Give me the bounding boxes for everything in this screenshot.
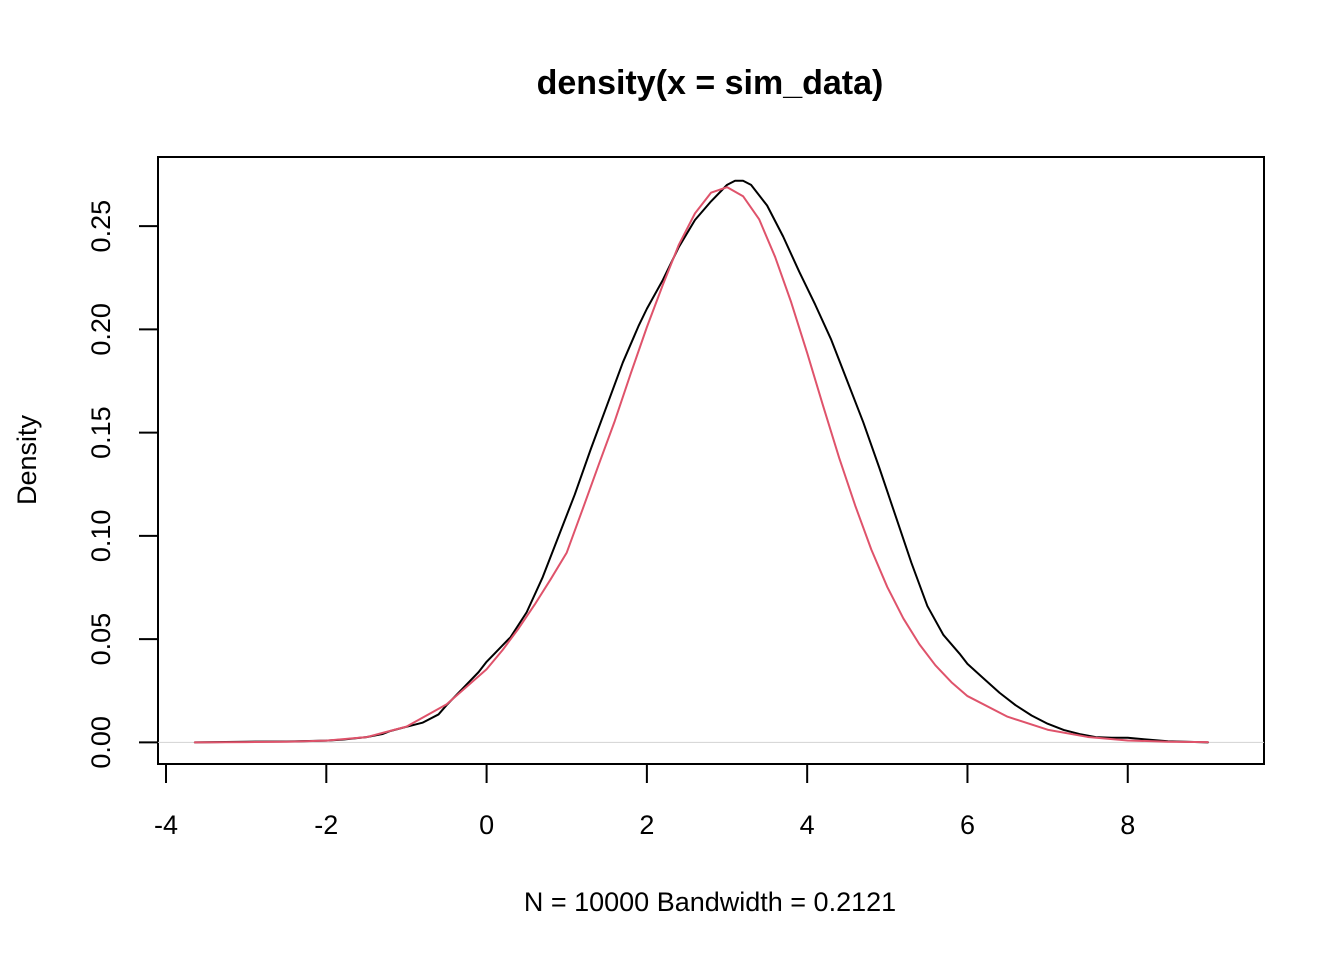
plot-area-frame (157, 156, 1265, 765)
x-axis-label: N = 10000 Bandwidth = 0.2121 (524, 887, 896, 917)
kde-density-curve (193, 179, 1209, 744)
x-tick-label: 8 (1120, 810, 1135, 840)
x-axis: -4 -2 0 2 4 6 8 (154, 763, 1139, 840)
normal-density-curve (193, 186, 1209, 744)
x-tick-label: 4 (800, 810, 815, 840)
x-tick-label: 2 (639, 810, 654, 840)
x-tick-label: 0 (479, 810, 494, 840)
chart-title: density(x = sim_data) (537, 64, 884, 102)
y-axis-label: Density (12, 414, 42, 505)
y-axis: 0.00 0.05 0.10 0.15 0.20 0.25 (86, 200, 159, 769)
y-tick-label: 0.05 (86, 613, 116, 666)
y-tick-label: 0.10 (86, 510, 116, 563)
density-series-layer (158, 179, 1264, 744)
y-tick-label: 0.25 (86, 200, 116, 253)
y-tick-label: 0.15 (86, 406, 116, 459)
x-tick-label: 6 (960, 810, 975, 840)
y-tick-label: 0.00 (86, 716, 116, 769)
y-tick-label: 0.20 (86, 303, 116, 356)
x-tick-label: -4 (154, 810, 178, 840)
x-tick-label: -2 (314, 810, 338, 840)
